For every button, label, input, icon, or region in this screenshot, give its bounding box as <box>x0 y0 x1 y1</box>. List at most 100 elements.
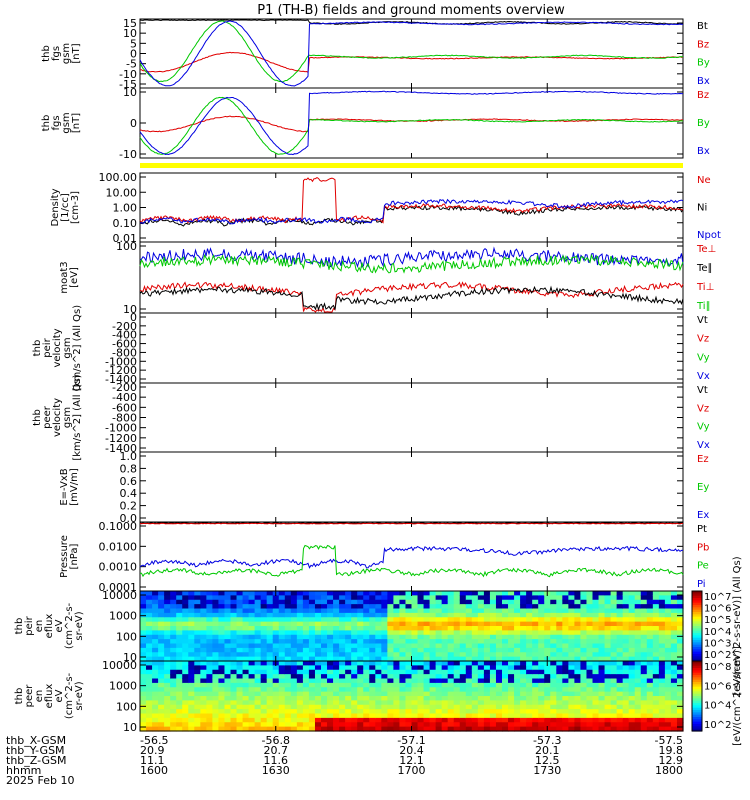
spectrogram-cell <box>580 634 588 640</box>
spectrogram-cell <box>586 696 594 701</box>
spectrogram-cell <box>520 669 527 675</box>
spectrogram-cell <box>308 700 316 706</box>
y-tick-label: 0.1000 <box>99 520 138 533</box>
spectrogram-cell <box>483 591 491 596</box>
spectrogram-cell <box>164 722 171 728</box>
spectrogram-cell <box>634 674 642 680</box>
colorbar-segment <box>692 623 702 627</box>
spectrogram-cell <box>417 713 425 719</box>
legend-bz: Bz <box>697 39 709 50</box>
spectrogram-cell <box>580 669 588 675</box>
spectrogram-cell <box>314 591 322 596</box>
spectrogram-cell <box>405 687 413 693</box>
spectrogram-cell <box>483 713 491 719</box>
spectrogram-cell <box>459 687 467 693</box>
spectrogram-cell <box>393 722 401 728</box>
spectrogram-cell <box>550 717 557 723</box>
spectrogram-cell <box>616 647 624 653</box>
spectrogram-cell <box>465 639 473 645</box>
series-line-bx <box>139 90 684 156</box>
spectrogram-cell <box>146 626 153 631</box>
spectrogram-cell <box>465 726 473 732</box>
spectrogram-cell <box>670 722 678 728</box>
spectrogram-cell <box>502 696 509 701</box>
spectrogram-cell <box>640 674 648 680</box>
spectrogram-cell <box>658 626 666 631</box>
spectrogram-cell <box>206 599 213 605</box>
spectrogram-cell <box>188 687 195 693</box>
spectrogram-cell <box>550 709 557 715</box>
spectrogram-cell <box>429 709 437 715</box>
spectrogram-cell <box>260 717 268 723</box>
legend-bt: Bt <box>697 21 708 32</box>
spectrogram-cell <box>194 704 201 710</box>
spectrogram-cell <box>664 691 672 697</box>
spectrogram-cell <box>465 682 473 688</box>
spectrogram-cell <box>447 643 455 649</box>
spectrogram-cell <box>568 674 575 680</box>
spectrogram-cell <box>339 639 346 645</box>
colorbar-segment <box>692 672 702 676</box>
spectrogram-cell <box>514 696 521 701</box>
spectrogram-cell <box>435 678 443 684</box>
spectrogram-cell <box>664 682 672 688</box>
spectrogram-cell <box>230 713 238 719</box>
spectrogram-cell <box>200 709 207 715</box>
spectrogram-cell <box>290 674 298 680</box>
spectrogram-cell <box>242 599 250 605</box>
spectrogram-cell <box>321 661 328 666</box>
spectrogram-cell <box>314 665 322 671</box>
spectrogram-cell <box>508 595 515 601</box>
spectrogram-cell <box>495 661 503 666</box>
spectrogram-cell <box>254 608 262 614</box>
spectrogram-cell <box>514 608 521 614</box>
spectrogram-cell <box>544 630 551 636</box>
spectrogram-cell <box>230 612 238 618</box>
spectrogram-cell <box>284 604 292 610</box>
spectrogram-cell <box>574 617 582 623</box>
spectrogram-cell <box>393 591 401 596</box>
spectrogram-cell <box>538 665 545 671</box>
colorbar-segment <box>692 621 702 625</box>
spectrogram-cell <box>544 691 551 697</box>
spectrogram-cell <box>248 704 256 710</box>
spectrogram-cell <box>314 612 322 618</box>
spectrogram-cell <box>284 682 292 688</box>
spectrogram-cell <box>399 591 407 596</box>
spectrogram-cell <box>670 700 678 706</box>
spectrogram-cell <box>170 621 177 627</box>
spectrogram-cell <box>526 717 533 723</box>
spectrogram-cell <box>272 608 280 614</box>
spectrogram-cell <box>314 674 322 680</box>
spectrogram-cell <box>296 709 304 715</box>
spectrogram-cell <box>598 661 606 666</box>
spectrogram-cell <box>550 626 557 631</box>
spectrogram-cell <box>622 599 630 605</box>
spectrogram-cell <box>194 595 201 601</box>
spectrogram-cell <box>544 704 551 710</box>
spectrogram-cell <box>369 713 376 719</box>
spectrogram-cell <box>230 639 238 645</box>
spectrogram-cell <box>146 722 153 728</box>
spectrogram-cell <box>260 639 268 645</box>
spectrogram-cell <box>224 612 232 618</box>
spectrogram-cell <box>417 599 425 605</box>
spectrogram-cell <box>375 634 382 640</box>
spectrogram-cell <box>375 604 382 610</box>
spectrogram-cell <box>652 722 660 728</box>
spectrogram-cell <box>188 691 195 697</box>
y-tick-label: -800 <box>112 412 137 425</box>
spectrogram-cell <box>140 678 147 684</box>
spectrogram-cell <box>417 617 425 623</box>
spectrogram-cell <box>447 726 455 732</box>
spectrogram-cell <box>453 647 461 653</box>
spectrogram-cell <box>526 709 533 715</box>
spectrogram-cell <box>230 717 238 723</box>
spectrogram-cell <box>429 717 437 723</box>
spectrogram-cell <box>164 608 171 614</box>
spectrogram-cell <box>610 704 618 710</box>
spectrogram-cell <box>447 595 455 601</box>
spectrogram-cell <box>676 608 684 614</box>
spectrogram-cell <box>170 726 177 732</box>
